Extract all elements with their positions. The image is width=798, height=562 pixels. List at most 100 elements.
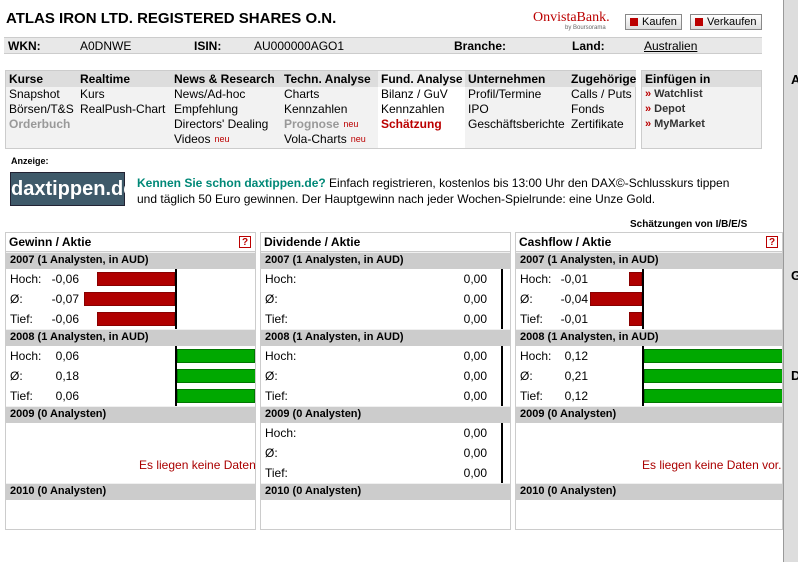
nav-link[interactable]: Calls / Puts [571,87,632,101]
row-value: 0,18 [55,369,79,383]
nav-header[interactable]: Unternehmen [465,71,568,87]
row: Hoch: 0,00 [261,269,510,289]
row-label: Hoch: [520,349,552,363]
nav-link[interactable]: Profil/Termine [468,87,542,101]
row: Tief: -0,01 [516,309,782,329]
row-label: Tief: [10,312,33,326]
row-value: 0,12 [564,389,588,403]
nav-link[interactable]: Fonds [571,102,605,116]
year-header: 2010 (0 Analysten) [6,484,255,500]
row-label: Ø: [520,292,533,306]
buy-button[interactable]: Kaufen [625,14,682,30]
year-header: 2008 (1 Analysten, in AUD) [516,330,782,346]
bar [644,389,782,403]
nav-header[interactable]: Realtime [77,71,171,87]
source: Schätzungen von I/B/E/S [630,219,747,230]
nav-link[interactable]: Vola-Charts [284,132,347,146]
nav-link[interactable]: Börsen/T&S [9,102,74,116]
nav-header[interactable]: Kurse [6,71,77,87]
source-link[interactable]: I/B/E/S [715,219,748,230]
nav-item: IPO [465,102,568,117]
axis [175,346,177,406]
logo-sub: by Boursorama [565,25,606,31]
sell-button[interactable]: Verkaufen [690,14,762,30]
no-data: Es liegen keine Daten vor. [516,423,782,483]
nav-item: Zertifikate [568,117,636,132]
rows: Hoch: -0,01 Ø: -0,04 Tief: -0,01 [516,269,782,329]
info-bar: WKN: A0DNWE ISIN: AU000000AGO1 Branche: Land:… [4,37,762,54]
nav-link[interactable]: Schätzung [381,117,442,131]
nav-link[interactable]: Geschäftsberichte [468,117,565,131]
row: Hoch: -0,06 [6,269,255,289]
row: Tief: 0,00 [261,386,510,406]
nav-link[interactable]: Kennzahlen [284,102,348,116]
logo: OnvistaBank. [533,10,610,25]
bar [177,369,255,383]
insert-link[interactable]: Depot [654,103,686,115]
year-header: 2010 (0 Analysten) [261,484,510,500]
row-label: Hoch: [520,272,552,286]
nav-header[interactable]: Zugehörige [568,71,636,87]
ad-headline[interactable]: Kennen Sie schon daxtippen.de? [137,176,326,190]
panel-title: Dividende / Aktie [261,233,510,252]
bar [644,369,782,383]
nav-link[interactable]: Zertifikate [571,117,624,131]
nav-column: Zugehörige Calls / Puts Fonds Zertifikate [568,71,636,148]
insert-link[interactable]: MyMarket [654,118,705,130]
nav: Kurse Snapshot Börsen/T&S Orderbuch Realtime… [5,70,636,149]
nav-link[interactable]: RealPush-Chart [80,102,166,116]
nav-link[interactable]: Directors' Dealing [174,117,269,131]
info-label: Branche: [454,39,507,53]
row: Hoch: 0,06 [6,346,255,366]
row-label: Tief: [265,312,288,326]
row: Ø: 0,18 [6,366,255,386]
row-value: 0,00 [463,349,487,363]
help-icon[interactable]: ? [766,236,778,248]
row: Hoch: 0,12 [516,346,782,366]
row-label: Ø: [265,369,278,383]
nav-item: Börsen/T&S [6,102,77,117]
nav-link[interactable]: Videos [174,132,211,146]
nav-link[interactable]: Charts [284,87,320,101]
row-label: Hoch: [10,349,42,363]
nav-link[interactable]: Kurs [80,87,105,101]
nav-link[interactable]: Bilanz / GuV [381,87,448,101]
nav-link[interactable]: Snapshot [9,87,60,101]
nav-link[interactable]: Orderbuch [9,117,71,131]
nav-link[interactable]: IPO [468,102,489,116]
nav-link[interactable]: Empfehlung [174,102,239,116]
year-header: 2008 (1 Analysten, in AUD) [6,330,255,346]
ad-body: Einfach registrieren, kostenlos bis 13:0… [137,176,730,206]
ad-logo[interactable]: daxtippen.de [10,172,134,206]
row-value: -0,04 [560,292,588,306]
row-label: Hoch: [265,426,297,440]
info-value[interactable]: Australien [644,39,698,53]
axis [642,346,644,406]
bullet: » [645,103,652,115]
nav-item: Geschäftsberichte [465,117,568,132]
info-value: AU000000AGO1 [254,39,345,53]
row-value: -0,07 [51,292,79,306]
insert-link[interactable]: Watchlist [654,88,703,100]
nav-header[interactable]: Fund. Analyse [378,71,465,87]
nav-column: News & Research News/Ad-hoc Empfehlung Dire… [171,71,281,148]
insert-item: » Depot [642,102,761,117]
nav-link[interactable]: News/Ad-hoc [174,87,246,101]
nav-item: News/Ad-hoc [171,87,281,102]
year-header: 2007 (1 Analysten, in AUD) [261,253,510,269]
nav-item: Bilanz / GuV [378,87,465,102]
badge: neu [350,134,366,144]
nav-link[interactable]: Kennzahlen [381,102,445,116]
insert-item: » Watchlist [642,87,761,102]
bar [84,292,175,306]
nav-item: Fonds [568,102,636,117]
help-icon[interactable]: ? [239,236,251,248]
nav-link[interactable]: Prognose [284,117,340,131]
nav-header[interactable]: Techn. Analyse [281,71,378,87]
row-label: Hoch: [265,349,297,363]
nav-column: Unternehmen Profil/Termine IPO Geschäftsber… [465,71,568,148]
bullet: » [645,88,652,100]
row: Ø: 0,00 [261,443,510,463]
nav-header[interactable]: News & Research [171,71,281,87]
